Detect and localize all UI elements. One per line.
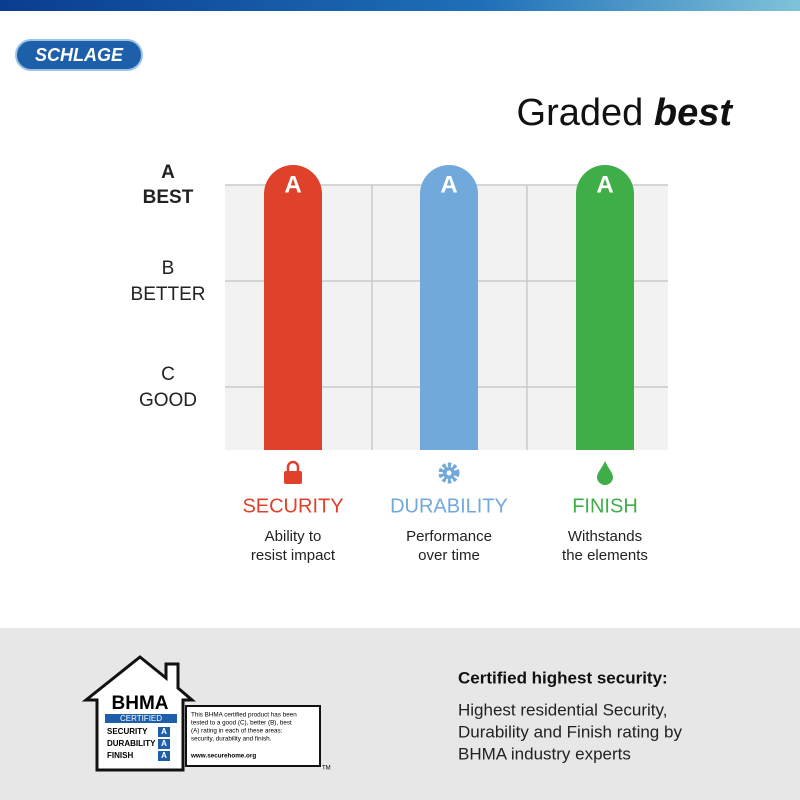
badge-grade: A: [161, 727, 167, 736]
bar-grade: A: [596, 171, 613, 198]
footer-line: BHMA industry experts: [458, 744, 631, 763]
column-name: FINISH: [572, 495, 638, 517]
note-box: [185, 705, 321, 767]
grade-labels: A BEST B BETTER C GOOD: [131, 162, 206, 411]
gear-icon-hole: [446, 470, 452, 476]
trademark: TM: [322, 766, 331, 772]
badge-rating: SECURITY: [107, 727, 148, 736]
bar-grade: A: [440, 171, 457, 198]
column-name: SECURITY: [242, 495, 343, 517]
bar-grade: A: [284, 171, 301, 198]
grade-bar: [576, 165, 634, 450]
note-line: tested to a good (C), better (B), best: [191, 720, 292, 727]
column-description: Performance: [406, 528, 492, 545]
grade-bar: [264, 165, 322, 450]
note-line: This BHMA certified product has been: [191, 712, 297, 719]
grade-letter: B: [162, 258, 175, 279]
grade-label: GOOD: [139, 390, 197, 411]
grade-box: [158, 751, 170, 761]
column-description: Ability to: [265, 528, 322, 545]
footer-line: Durability and Finish rating by: [458, 722, 682, 741]
grade-box: [158, 739, 170, 749]
badge-rating: DURABILITY: [107, 739, 156, 748]
footer-heading: Certified highest security:: [458, 668, 668, 687]
bhma-badge: BHMA CERTIFIED SECURITY DURABILITY FINIS…: [81, 655, 331, 772]
grade-bar: [420, 165, 478, 450]
grade-box: [158, 727, 170, 737]
lock-icon-shackle: [286, 460, 300, 471]
logo: SCHLAGE: [15, 39, 143, 71]
title: Graded best: [517, 92, 734, 134]
title-regular: Graded: [517, 92, 644, 134]
grade-label: BEST: [143, 187, 194, 208]
gear-icon: [438, 462, 460, 484]
note-line: security, durability and finish.: [191, 736, 272, 743]
grade-letter: C: [161, 364, 175, 385]
column-description: the elements: [562, 547, 648, 564]
top-band: [0, 0, 800, 11]
badge-title: BHMA: [112, 693, 169, 714]
grade-label: BETTER: [131, 284, 206, 305]
badge-rating: FINISH: [107, 751, 133, 760]
drop-icon: [597, 461, 613, 485]
column-name: DURABILITY: [390, 495, 508, 517]
lock-icon-body: [284, 471, 302, 484]
badge-subtitle: CERTIFIED: [120, 714, 162, 723]
column-description: Withstands: [568, 528, 642, 545]
badge-subtitle-bg: [105, 714, 177, 723]
note-line: (A) rating in each of these areas:: [191, 728, 283, 735]
footer-line: Highest residential Security,: [458, 700, 667, 719]
grade-letter: A: [161, 162, 175, 183]
columns: A SECURITY Ability to resist impact A DURABIL…: [242, 165, 648, 564]
title-bold: best: [654, 92, 733, 134]
column-description: over time: [418, 547, 480, 564]
logo-text: SCHLAGE: [35, 45, 124, 65]
note-url: www.securehome.org: [190, 753, 256, 760]
badge-grade: A: [161, 739, 167, 748]
column-description: resist impact: [251, 547, 336, 564]
logo-badge: [15, 39, 143, 71]
badge-grade: A: [161, 751, 167, 760]
